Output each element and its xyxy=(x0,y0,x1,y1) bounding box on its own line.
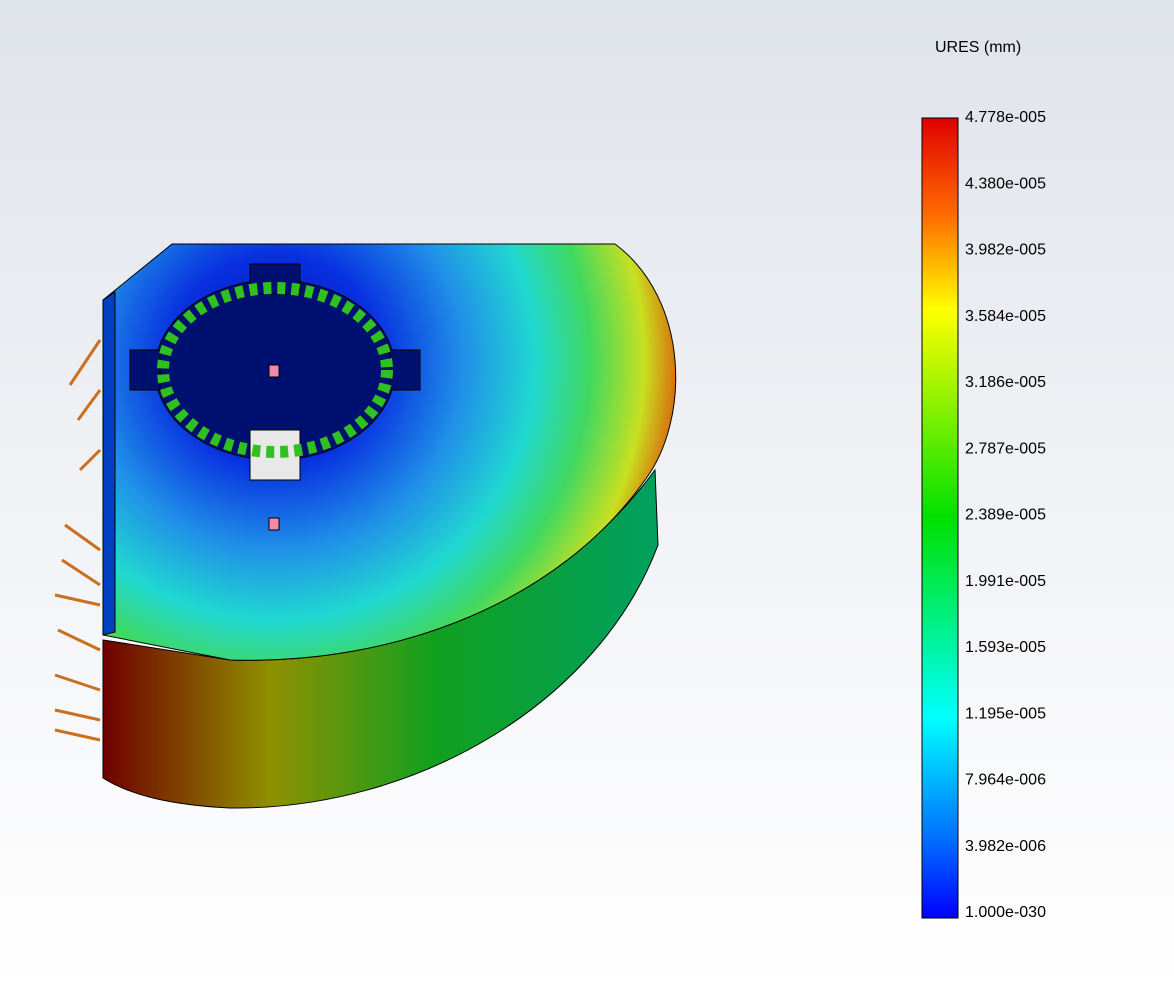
legend-label: 3.584e-005 xyxy=(965,308,1046,325)
legend-label: 1.195e-005 xyxy=(965,705,1046,722)
legend-label: 2.389e-005 xyxy=(965,507,1046,524)
viewport: URES (mm) 4.778e-005 4.380e-005 3.982e-005… xyxy=(0,0,1174,990)
legend-label: 1.000e-030 xyxy=(965,904,1046,921)
legend-label: 4.380e-005 xyxy=(965,175,1046,192)
legend-label: 3.982e-006 xyxy=(965,838,1046,855)
color-bar xyxy=(922,118,958,918)
legend-label: 7.964e-006 xyxy=(965,772,1046,789)
legend-label: 2.787e-005 xyxy=(965,440,1046,457)
legend-label: 1.991e-005 xyxy=(965,573,1046,590)
legend-title: URES (mm) xyxy=(935,39,1021,56)
legend-label: 4.778e-005 xyxy=(965,109,1046,126)
legend-label: 3.982e-005 xyxy=(965,242,1046,259)
marker xyxy=(269,518,279,530)
part-edge xyxy=(103,292,115,635)
legend-label: 3.186e-005 xyxy=(965,374,1046,391)
page: URES (mm) 4.778e-005 4.380e-005 3.982e-005… xyxy=(0,0,1174,995)
legend-label: 1.593e-005 xyxy=(965,639,1046,656)
